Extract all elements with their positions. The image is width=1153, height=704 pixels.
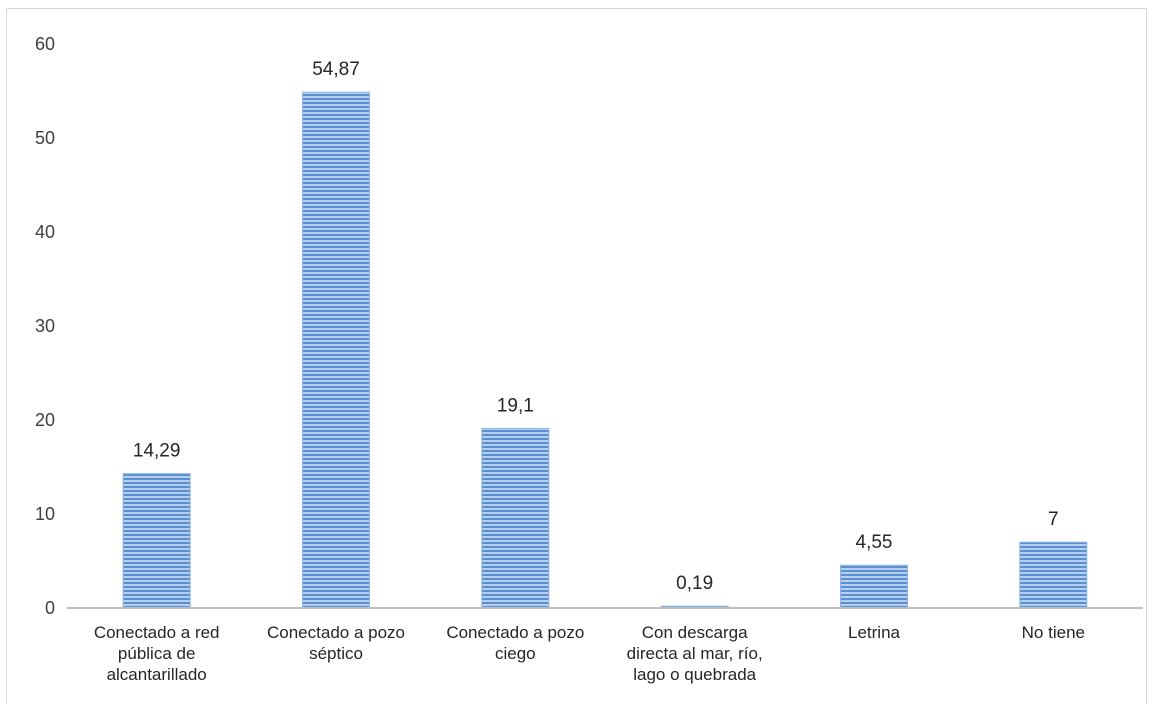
bar	[1019, 541, 1088, 609]
category-label: Conectado a pozo séptico	[267, 623, 405, 663]
bar	[122, 473, 191, 609]
y-tick-label: 50	[35, 128, 55, 148]
x-axis: Conectado a red pública de alcantarillado C…	[67, 607, 1143, 684]
category-label: No tiene	[1022, 623, 1085, 642]
bar	[481, 427, 550, 609]
bars	[122, 91, 1088, 609]
bar	[302, 91, 370, 609]
data-label: 19,1	[497, 395, 534, 416]
y-tick-label: 60	[35, 34, 55, 54]
y-tick-label: 40	[35, 222, 55, 242]
category-label: Conectado a red pública de alcantarillado	[94, 623, 220, 684]
y-axis: 0 10 20 30 40 50 60	[35, 34, 55, 618]
data-label: 0,19	[676, 573, 713, 594]
category-label: Letrina	[848, 623, 901, 642]
y-tick-label: 20	[35, 410, 55, 430]
y-tick-label: 0	[45, 598, 55, 618]
data-labels: 14,29 54,87 19,1 0,19 4,55 7	[133, 59, 1059, 594]
y-tick-label: 30	[35, 316, 55, 336]
data-label: 7	[1048, 509, 1059, 530]
chart-frame	[6, 8, 1147, 704]
data-label: 54,87	[312, 59, 360, 80]
data-label: 4,55	[856, 532, 893, 553]
bar	[840, 564, 908, 609]
category-label: Con descarga directa al mar, río, lago o q…	[627, 623, 763, 684]
y-tick-label: 10	[35, 504, 55, 524]
data-label: 14,29	[133, 441, 181, 462]
category-label: Conectado a pozo ciego	[446, 623, 584, 663]
